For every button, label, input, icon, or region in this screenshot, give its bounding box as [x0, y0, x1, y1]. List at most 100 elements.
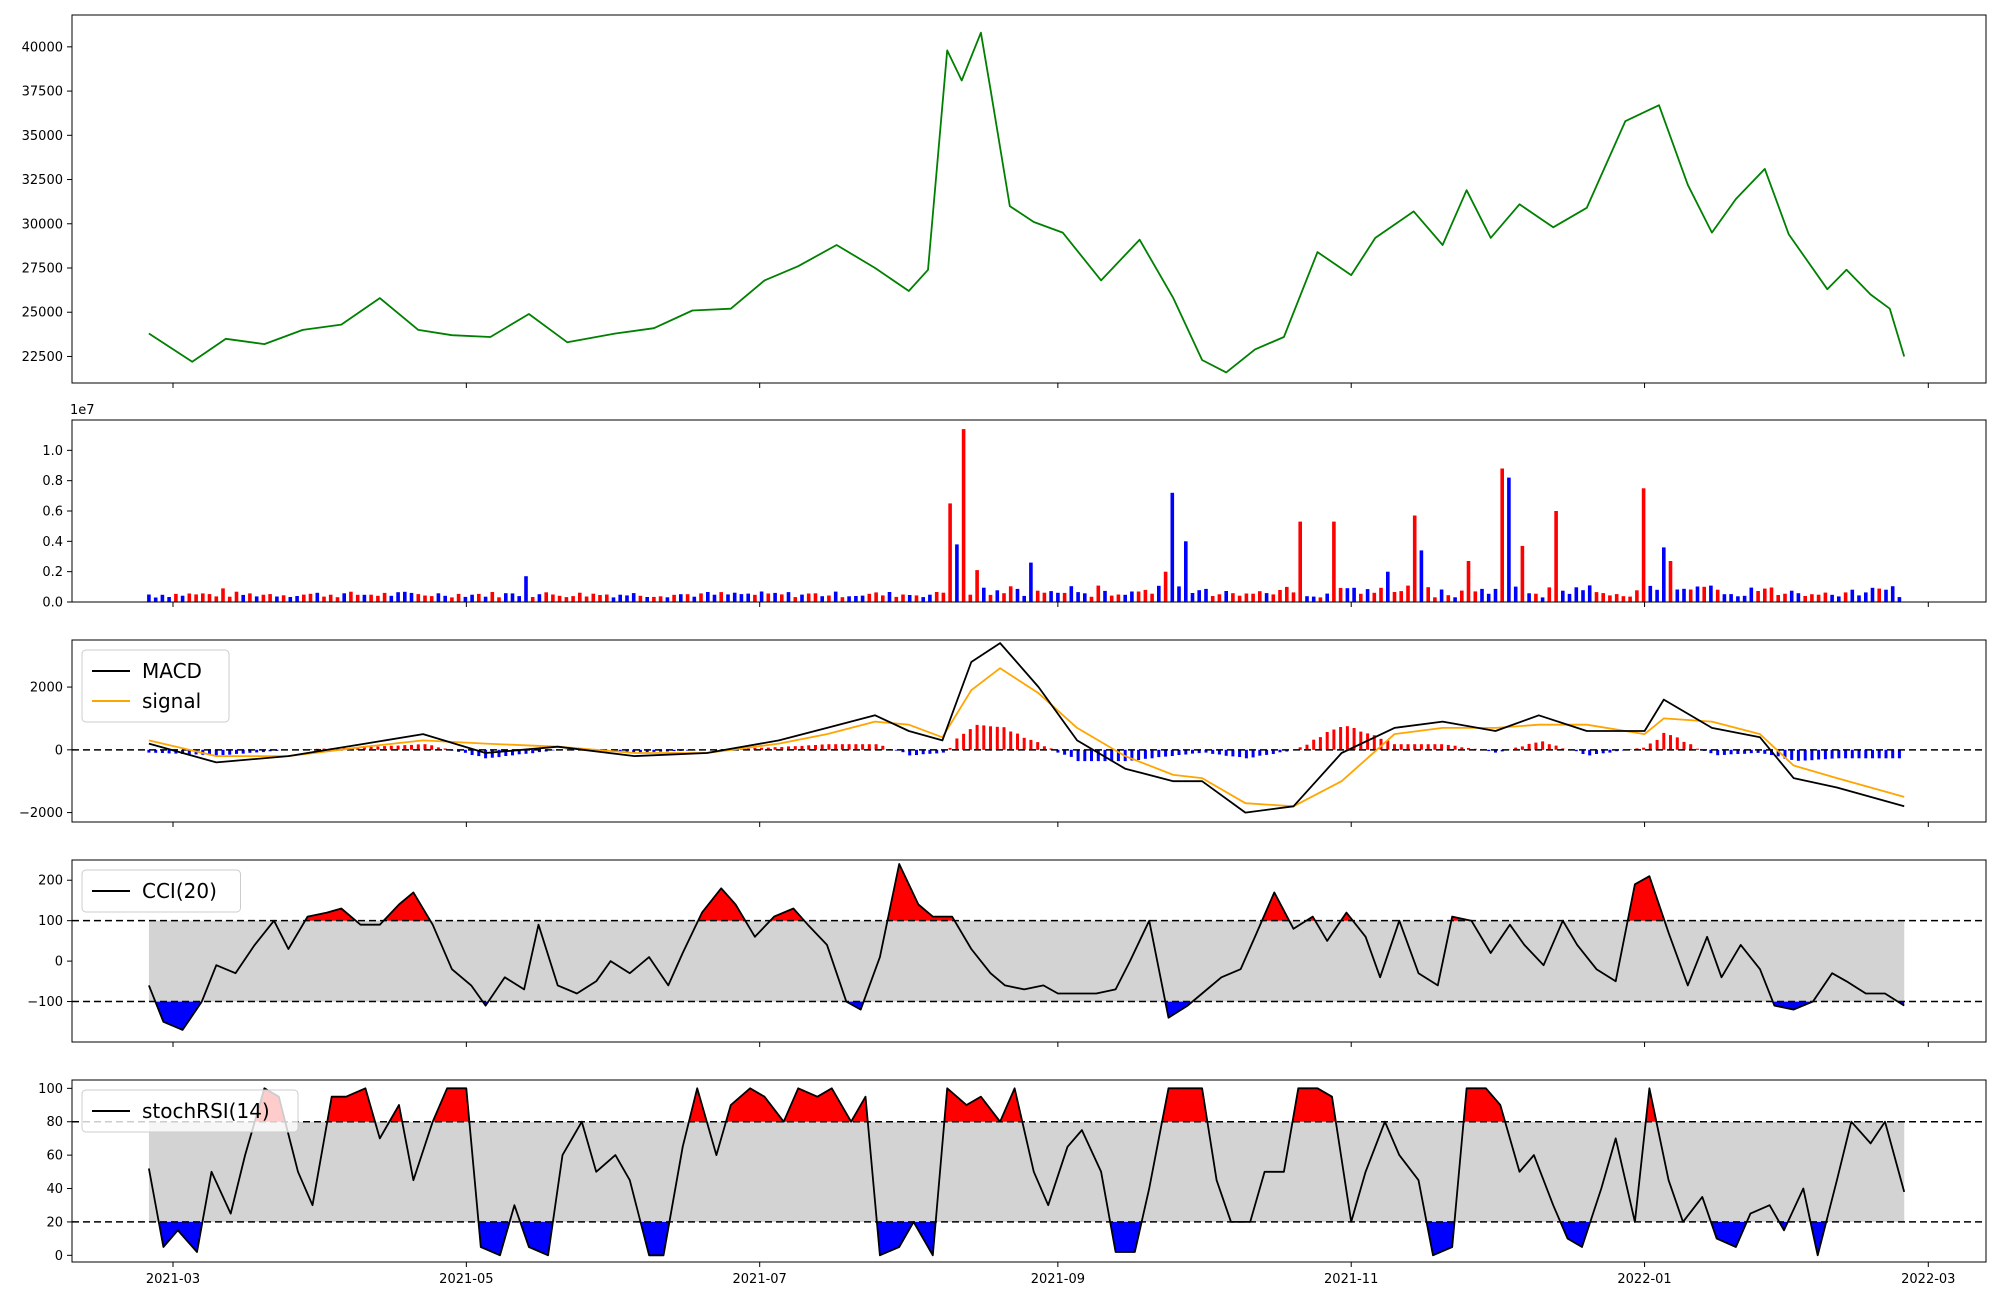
axes-frame — [71, 1079, 1987, 1263]
volume-bar — [281, 595, 286, 602]
cci-line — [148, 863, 1905, 1031]
volume-bar — [1756, 591, 1760, 602]
y-tick-label: 40 — [46, 1182, 63, 1197]
overbought-fill — [887, 864, 955, 921]
volume-bar — [1325, 593, 1329, 602]
volume-bar — [1648, 585, 1653, 602]
volume-bar — [1271, 594, 1276, 602]
y-tick-label: 30000 — [22, 217, 63, 232]
macd-histogram-bar — [975, 724, 979, 750]
volume-bar — [1049, 591, 1053, 602]
macd-histogram-bar — [1864, 749, 1868, 759]
oversold-fill — [1560, 1221, 1591, 1247]
macd-histogram-bar — [935, 749, 939, 754]
volume-bar — [759, 591, 764, 602]
macd-histogram-bar — [867, 744, 871, 750]
price-panel: 22500 25000 27500 30000 32500 35000 37500 40000 — [22, 14, 1987, 388]
volume-bar — [1567, 593, 1572, 602]
volume-bar — [1311, 596, 1316, 602]
macd-histogram-bar — [1076, 749, 1080, 762]
volume-bar — [712, 594, 717, 602]
macd-histogram-bar — [982, 725, 986, 750]
macd-histogram-bar — [1830, 749, 1834, 759]
volume-bar — [1635, 590, 1639, 602]
price-line — [148, 31, 1906, 374]
volume-bar — [1130, 591, 1134, 602]
macd-histogram-bar — [1143, 749, 1147, 759]
macd-histogram-bar — [834, 744, 838, 750]
volume-bar — [396, 592, 400, 602]
y-tick-label: 32500 — [22, 173, 63, 188]
volume-bar — [194, 594, 198, 602]
macd-histogram-bar — [1601, 749, 1605, 754]
volume-bar — [625, 595, 629, 602]
macd-histogram-bar — [1251, 749, 1255, 758]
volume-bar — [1601, 593, 1605, 602]
x-tick-label: 2021-05 — [439, 1272, 493, 1287]
volume-bar — [1446, 595, 1451, 602]
volume-bar — [645, 597, 649, 602]
volume-bar — [1318, 597, 1323, 602]
volume-bar — [416, 594, 421, 602]
macd-histogram-bar — [1574, 749, 1578, 752]
macd-histogram-bar — [389, 745, 393, 750]
volume-bar — [638, 595, 643, 602]
macd-histogram-bar — [1682, 741, 1686, 750]
volume-bar — [1776, 595, 1780, 602]
volume-bar — [1749, 587, 1754, 602]
volume-bar — [436, 593, 441, 602]
overbought-fill — [1340, 912, 1353, 921]
volume-bar — [221, 588, 225, 602]
overbought-fill — [1463, 1088, 1506, 1122]
macd-histogram-bar — [1305, 744, 1309, 750]
volume-bar — [1688, 589, 1693, 602]
macd-histogram-bar — [1736, 749, 1740, 754]
macd-histogram-bar — [241, 749, 245, 754]
volume-bar — [1109, 595, 1114, 602]
macd-histogram-bar — [1743, 749, 1747, 754]
macd-histogram-bar — [1803, 749, 1807, 761]
macd-histogram-bar — [1608, 749, 1612, 753]
volume-bar — [1224, 591, 1228, 602]
volume-bar — [1291, 592, 1296, 602]
macd-histogram-bar — [1191, 749, 1194, 754]
macd-histogram-bar — [423, 744, 427, 750]
macd-histogram-bar — [638, 749, 642, 753]
volume-bar — [1614, 594, 1619, 602]
volume-bar — [800, 594, 804, 602]
macd-histogram-bar — [416, 744, 420, 750]
volume-bar — [1433, 597, 1437, 602]
volume-bar — [349, 591, 353, 602]
volume-bar — [1783, 593, 1787, 602]
volume-bar — [1877, 588, 1881, 602]
macd-histogram-bar — [524, 749, 528, 754]
volume-bar — [934, 592, 939, 602]
volume-bar — [1662, 547, 1666, 602]
macd-histogram-bar — [443, 748, 447, 750]
volume-bar — [504, 593, 508, 602]
macd-histogram-bar — [874, 744, 878, 750]
macd-histogram-bar — [1096, 749, 1100, 762]
y-tick-label: 0 — [55, 955, 63, 970]
volume-bar — [1722, 594, 1727, 602]
macd-histogram-bar — [1648, 743, 1652, 750]
macd-histogram-bar — [154, 749, 158, 753]
volume-bar — [840, 597, 845, 602]
volume-bar — [1406, 585, 1410, 602]
volume-bar — [1850, 589, 1855, 602]
macd-histogram-bar — [1265, 749, 1269, 755]
macd-histogram-bar — [1440, 744, 1444, 750]
volume-bar — [1695, 586, 1700, 602]
volume-bar — [1103, 590, 1107, 602]
macd-histogram-bar — [1527, 743, 1531, 750]
y-tick-label: 27500 — [22, 262, 63, 277]
oversold-fill — [1426, 1221, 1455, 1256]
y-tick-label: 100 — [38, 1082, 63, 1097]
volume-bar — [1641, 488, 1646, 603]
y-tick-label: 0.4 — [42, 535, 63, 550]
macd-histogram-bar — [1022, 737, 1026, 750]
macd-histogram-bar — [1897, 749, 1901, 759]
macd-histogram-bar — [1110, 749, 1114, 762]
overbought-fill — [1262, 892, 1290, 921]
macd-histogram-bar — [847, 744, 851, 750]
